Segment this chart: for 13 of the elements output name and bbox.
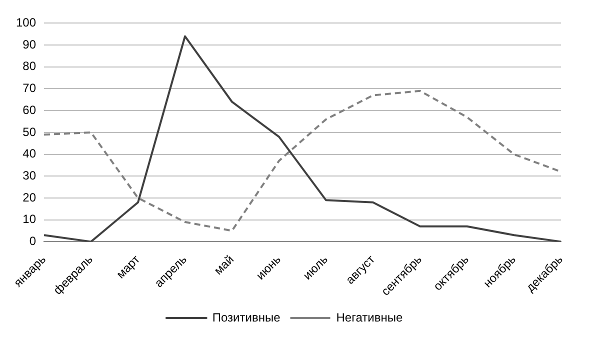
y-tick-label: 0 <box>29 234 36 248</box>
y-tick-label: 20 <box>22 190 36 204</box>
y-tick-label: 70 <box>22 81 36 96</box>
y-tick-label: 50 <box>22 124 36 139</box>
y-tick-label: 100 <box>16 16 36 30</box>
y-tick-label: 10 <box>22 212 36 226</box>
y-tick-label: 60 <box>22 102 36 117</box>
y-tick-label: 40 <box>22 146 36 161</box>
y-tick-label: 80 <box>22 59 36 74</box>
legend-label: Негативные <box>336 310 403 324</box>
legend-label: Позитивные <box>212 310 281 324</box>
y-tick-label: 90 <box>22 37 36 52</box>
y-tick-label: 30 <box>22 168 36 182</box>
